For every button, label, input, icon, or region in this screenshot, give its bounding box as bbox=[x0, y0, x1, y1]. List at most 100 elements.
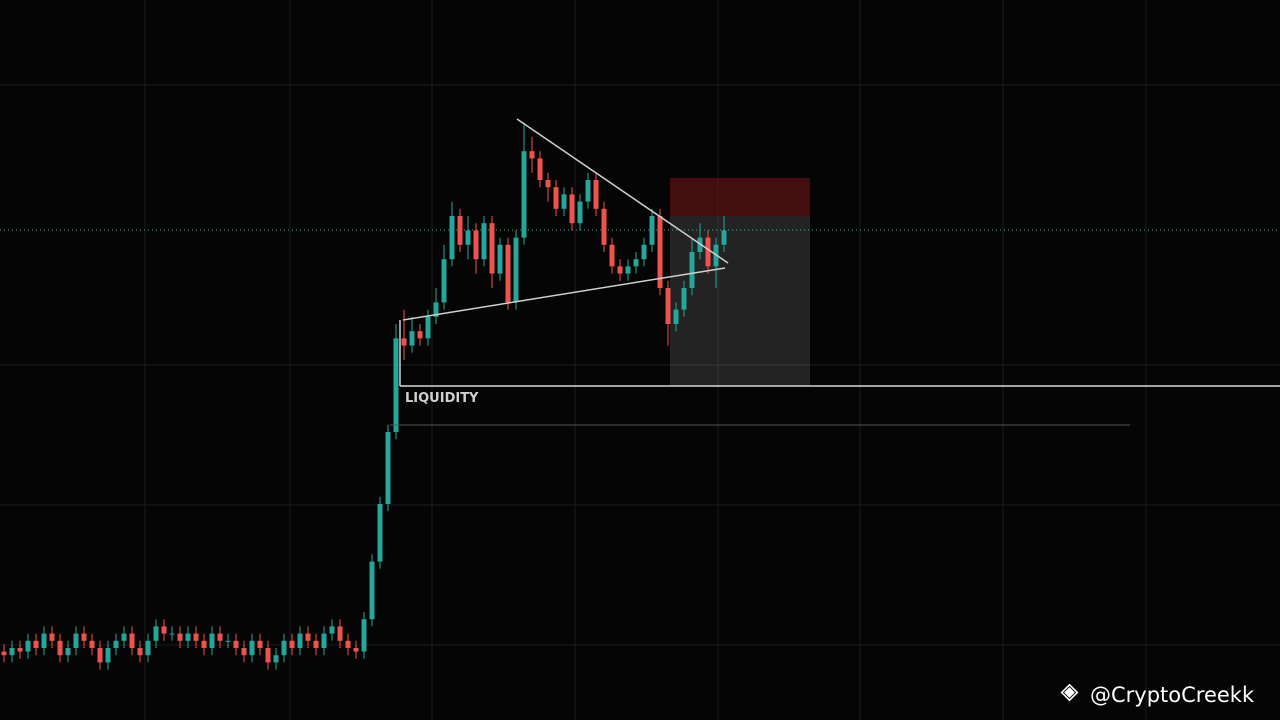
candle-body bbox=[217, 633, 223, 641]
candle-body bbox=[273, 655, 279, 663]
candle-body bbox=[369, 561, 375, 620]
candle-body bbox=[9, 648, 15, 656]
candle-body bbox=[377, 504, 383, 562]
candle-body bbox=[529, 151, 535, 159]
candle-body bbox=[161, 626, 167, 634]
trend-line bbox=[402, 267, 726, 321]
candle-body bbox=[465, 230, 471, 245]
candle-body bbox=[353, 648, 359, 652]
candle-body bbox=[201, 640, 207, 648]
candle-body bbox=[681, 288, 687, 310]
candle-body bbox=[545, 180, 551, 188]
candle-body bbox=[593, 180, 599, 209]
candle-body bbox=[401, 338, 407, 346]
candle-body bbox=[33, 640, 39, 648]
candle-body bbox=[449, 216, 455, 260]
candle-body bbox=[657, 216, 663, 288]
candle-body bbox=[241, 648, 247, 656]
annotation: LIQUIDITY bbox=[405, 391, 479, 406]
candle-body bbox=[497, 244, 503, 274]
candle-body bbox=[41, 633, 47, 648]
candle-body bbox=[289, 640, 295, 648]
candle-body bbox=[265, 648, 271, 663]
candle-body bbox=[193, 633, 199, 641]
candle-body bbox=[73, 633, 79, 648]
candle-body bbox=[505, 244, 511, 303]
candle-body bbox=[81, 633, 87, 641]
candle-body bbox=[625, 266, 631, 274]
candle-body bbox=[145, 640, 151, 656]
candle-body bbox=[57, 640, 63, 656]
candle-body bbox=[305, 633, 311, 641]
candle-body bbox=[441, 259, 447, 303]
candle-body bbox=[345, 640, 351, 648]
candle-body bbox=[209, 633, 215, 648]
candle-body bbox=[321, 633, 327, 648]
candle-body bbox=[17, 648, 23, 652]
candle-body bbox=[393, 338, 399, 432]
watermark: @CryptoCreekk bbox=[1090, 683, 1255, 707]
candle-body bbox=[409, 331, 415, 346]
candle-body bbox=[585, 180, 591, 202]
candle-body bbox=[673, 309, 679, 324]
candle-body bbox=[721, 230, 727, 245]
candle-body bbox=[537, 158, 543, 180]
candle-body bbox=[169, 633, 175, 635]
candle-body bbox=[1, 651, 7, 656]
candle-body bbox=[225, 640, 231, 642]
candle-body bbox=[433, 302, 439, 317]
candle-body bbox=[577, 201, 583, 224]
stop-zone bbox=[670, 178, 810, 216]
candle-body bbox=[665, 288, 671, 324]
trend-line bbox=[516, 118, 729, 264]
candle-body bbox=[65, 648, 71, 656]
candle-body bbox=[689, 252, 695, 288]
candle-body bbox=[137, 648, 143, 656]
target-zone bbox=[670, 216, 810, 386]
candle-body bbox=[385, 432, 391, 504]
candle-body bbox=[697, 237, 703, 252]
candle-body bbox=[105, 648, 111, 663]
candle-body bbox=[609, 244, 615, 267]
candle-body bbox=[553, 187, 559, 209]
candle-body bbox=[313, 640, 319, 648]
candle-body bbox=[489, 223, 495, 274]
candle-body bbox=[481, 223, 487, 260]
candle-body bbox=[513, 237, 519, 303]
candle-body bbox=[569, 194, 575, 224]
candle-body bbox=[649, 216, 655, 245]
candle-body bbox=[257, 640, 263, 648]
candle-body bbox=[249, 640, 255, 656]
candle-body bbox=[113, 640, 119, 648]
candle-body bbox=[121, 633, 127, 641]
candle-body bbox=[129, 633, 135, 648]
candle-body bbox=[457, 216, 463, 245]
watermark-icon bbox=[1060, 683, 1079, 702]
candle-body bbox=[233, 640, 239, 648]
candle-body bbox=[361, 619, 367, 652]
candle-body bbox=[633, 259, 639, 267]
candle-body bbox=[521, 151, 527, 238]
candle-body bbox=[153, 626, 159, 641]
candle-body bbox=[425, 316, 431, 339]
candle-body bbox=[281, 640, 287, 656]
candle-body bbox=[417, 331, 423, 339]
candle-body bbox=[601, 208, 607, 245]
candle-body bbox=[473, 230, 479, 260]
candle-body bbox=[177, 633, 183, 641]
candle-body bbox=[641, 244, 647, 260]
candle-body bbox=[49, 633, 55, 641]
candle-body bbox=[89, 640, 95, 648]
candle-body bbox=[25, 640, 31, 652]
candle-body bbox=[617, 266, 623, 274]
candles bbox=[1, 122, 727, 670]
candle-body bbox=[185, 633, 191, 641]
candle-body bbox=[337, 626, 343, 641]
candle-body bbox=[297, 633, 303, 648]
candle-body bbox=[561, 194, 567, 209]
candle-body bbox=[705, 237, 711, 267]
candle-body bbox=[97, 648, 103, 663]
